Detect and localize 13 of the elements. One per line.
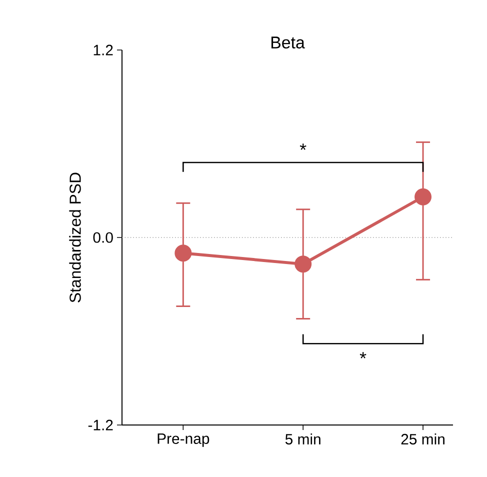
annotation: * xyxy=(360,352,366,358)
y-tick-label: 1.2 xyxy=(94,44,113,56)
point xyxy=(414,188,432,206)
x-tick-label: 25 min xyxy=(401,434,444,444)
chart-title: Beta xyxy=(271,36,305,49)
point xyxy=(294,256,312,273)
x-tick-label: 5 min xyxy=(285,434,320,444)
x-tick-label: Pre-nap xyxy=(158,434,210,447)
y-tick-label: -1.2 xyxy=(88,420,113,430)
point xyxy=(174,244,192,262)
annotation: * xyxy=(300,144,306,150)
y-axis-title: Standardized PSD xyxy=(69,172,81,302)
y-tick-label: 0.0 xyxy=(93,232,113,243)
